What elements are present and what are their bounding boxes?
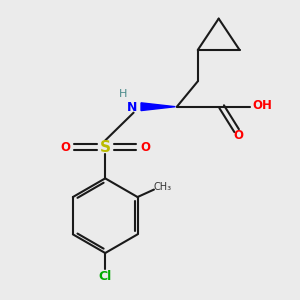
- Text: O: O: [233, 130, 243, 142]
- Text: OH: OH: [253, 99, 272, 112]
- Text: Cl: Cl: [99, 270, 112, 284]
- Text: H: H: [119, 89, 127, 99]
- Text: O: O: [61, 140, 70, 154]
- Text: O: O: [140, 140, 150, 154]
- Text: CH₃: CH₃: [153, 182, 171, 192]
- Text: N: N: [127, 101, 137, 114]
- Text: S: S: [100, 140, 111, 154]
- Polygon shape: [141, 103, 176, 111]
